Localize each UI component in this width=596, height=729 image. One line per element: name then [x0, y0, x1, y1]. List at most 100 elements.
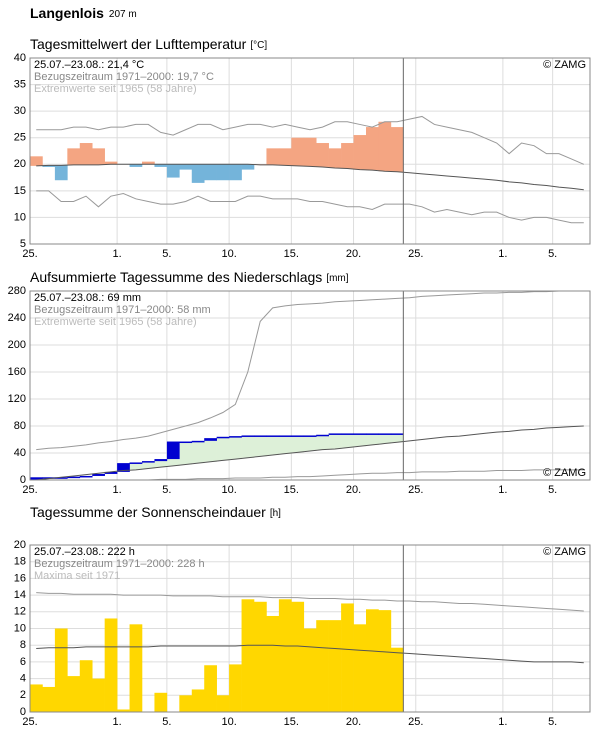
daily-increment — [216, 436, 230, 439]
anomaly-bar — [366, 127, 379, 171]
surplus-area — [204, 438, 217, 462]
y-tick-label: 14 — [14, 589, 26, 601]
anomaly-bar — [54, 165, 68, 181]
anomaly-bar — [129, 164, 143, 167]
daily-increment — [328, 433, 342, 435]
anomaly-bar — [191, 164, 205, 183]
surplus-area — [129, 462, 143, 470]
anomaly-bar — [390, 127, 404, 172]
anomaly-bar — [353, 135, 367, 170]
plot-frame — [29, 57, 591, 245]
bar — [353, 624, 367, 712]
bar — [229, 664, 242, 712]
x-tick-label: 15. — [284, 716, 299, 728]
y-tick-label: 40 — [14, 447, 26, 459]
bar — [191, 689, 205, 712]
x-tick-label: 5. — [548, 248, 557, 260]
anomaly-bar — [104, 161, 118, 165]
anomaly-bar — [316, 143, 329, 167]
surplus-area — [341, 433, 354, 448]
y-tick-label: 8 — [20, 639, 26, 651]
note: 25.07.–23.08.: 21,4 °C — [34, 59, 144, 71]
y-tick-label: 280 — [8, 285, 26, 297]
anomaly-bar — [378, 121, 392, 172]
daily-increment — [266, 435, 280, 437]
daily-increment — [79, 475, 93, 478]
y-tick-label: 6 — [20, 656, 26, 668]
line — [36, 592, 584, 612]
bar — [92, 678, 105, 712]
anomaly-bar — [291, 137, 305, 166]
x-tick-label: 10. — [221, 248, 236, 260]
line — [36, 425, 584, 481]
panel-unit: [mm] — [326, 273, 348, 284]
anomaly-bar — [328, 148, 342, 169]
y-tick-label: 16 — [14, 572, 26, 584]
anomaly-bar — [303, 137, 317, 167]
x-tick-label: 20. — [346, 248, 361, 260]
x-tick-label: 25. — [22, 248, 37, 260]
bar — [254, 601, 267, 712]
y-tick-label: 240 — [8, 312, 26, 324]
panel-title: Aufsummierte Tagessumme des Niederschlag… — [30, 269, 349, 285]
anomaly-bar — [266, 148, 280, 165]
daily-increment — [166, 441, 180, 460]
bar — [42, 686, 56, 712]
panel-title: Tagessumme der Sonnenscheindauer [h] — [30, 504, 281, 520]
x-tick-label: 25. — [22, 716, 37, 728]
surplus-area — [254, 435, 267, 457]
bar — [241, 599, 255, 712]
x-tick-label: 20. — [346, 484, 361, 496]
surplus-area — [229, 436, 242, 460]
bar — [204, 665, 217, 712]
daily-increment — [142, 461, 155, 463]
surplus-area — [278, 435, 292, 454]
note: Bezugszeitraum 1971–2000: 58 mm — [34, 304, 211, 316]
anomaly-bar — [229, 164, 242, 181]
note: Maxima seit 1971 — [34, 570, 120, 582]
surplus-area — [179, 441, 193, 465]
note: 25.07.–23.08.: 222 h — [34, 546, 135, 558]
daily-increment — [378, 433, 392, 435]
daily-increment — [241, 435, 255, 437]
bar — [316, 620, 329, 712]
surplus-area — [216, 436, 230, 461]
bar — [179, 695, 193, 712]
y-tick-label: 30 — [14, 105, 26, 117]
daily-increment — [366, 433, 379, 435]
line — [36, 190, 584, 224]
bar — [154, 692, 168, 712]
surplus-area — [378, 433, 392, 444]
line — [36, 290, 584, 451]
surplus-area — [390, 433, 404, 443]
note: Extremwerte seit 1965 (58 Jahre) — [34, 316, 197, 328]
surplus-area — [291, 435, 305, 453]
bar — [341, 603, 354, 712]
station-elevation: 207 m — [109, 9, 137, 20]
anomaly-bar — [241, 164, 255, 170]
y-tick-label: 20 — [14, 539, 26, 551]
bar — [390, 647, 404, 712]
bar — [328, 620, 342, 712]
surplus-area — [266, 435, 280, 456]
y-tick-label: 18 — [14, 556, 26, 568]
y-tick-label: 200 — [8, 339, 26, 351]
x-tick-label: 1. — [498, 248, 507, 260]
bar — [266, 615, 280, 712]
anomaly-bar — [216, 164, 230, 181]
bar — [303, 628, 317, 712]
surplus-area — [154, 459, 168, 468]
surplus-area — [142, 461, 155, 469]
y-tick-label: 40 — [14, 52, 26, 64]
credit: © ZAMG — [543, 546, 586, 558]
x-tick-label: 25. — [408, 716, 423, 728]
anomaly-bar — [142, 161, 155, 165]
daily-increment — [204, 438, 217, 441]
y-tick-label: 35 — [14, 78, 26, 90]
x-tick-label: 25. — [408, 484, 423, 496]
bar — [129, 624, 143, 712]
daily-increment — [104, 471, 118, 474]
anomaly-bar — [278, 148, 292, 166]
credit: © ZAMG — [543, 59, 586, 71]
y-tick-label: 120 — [8, 393, 26, 405]
